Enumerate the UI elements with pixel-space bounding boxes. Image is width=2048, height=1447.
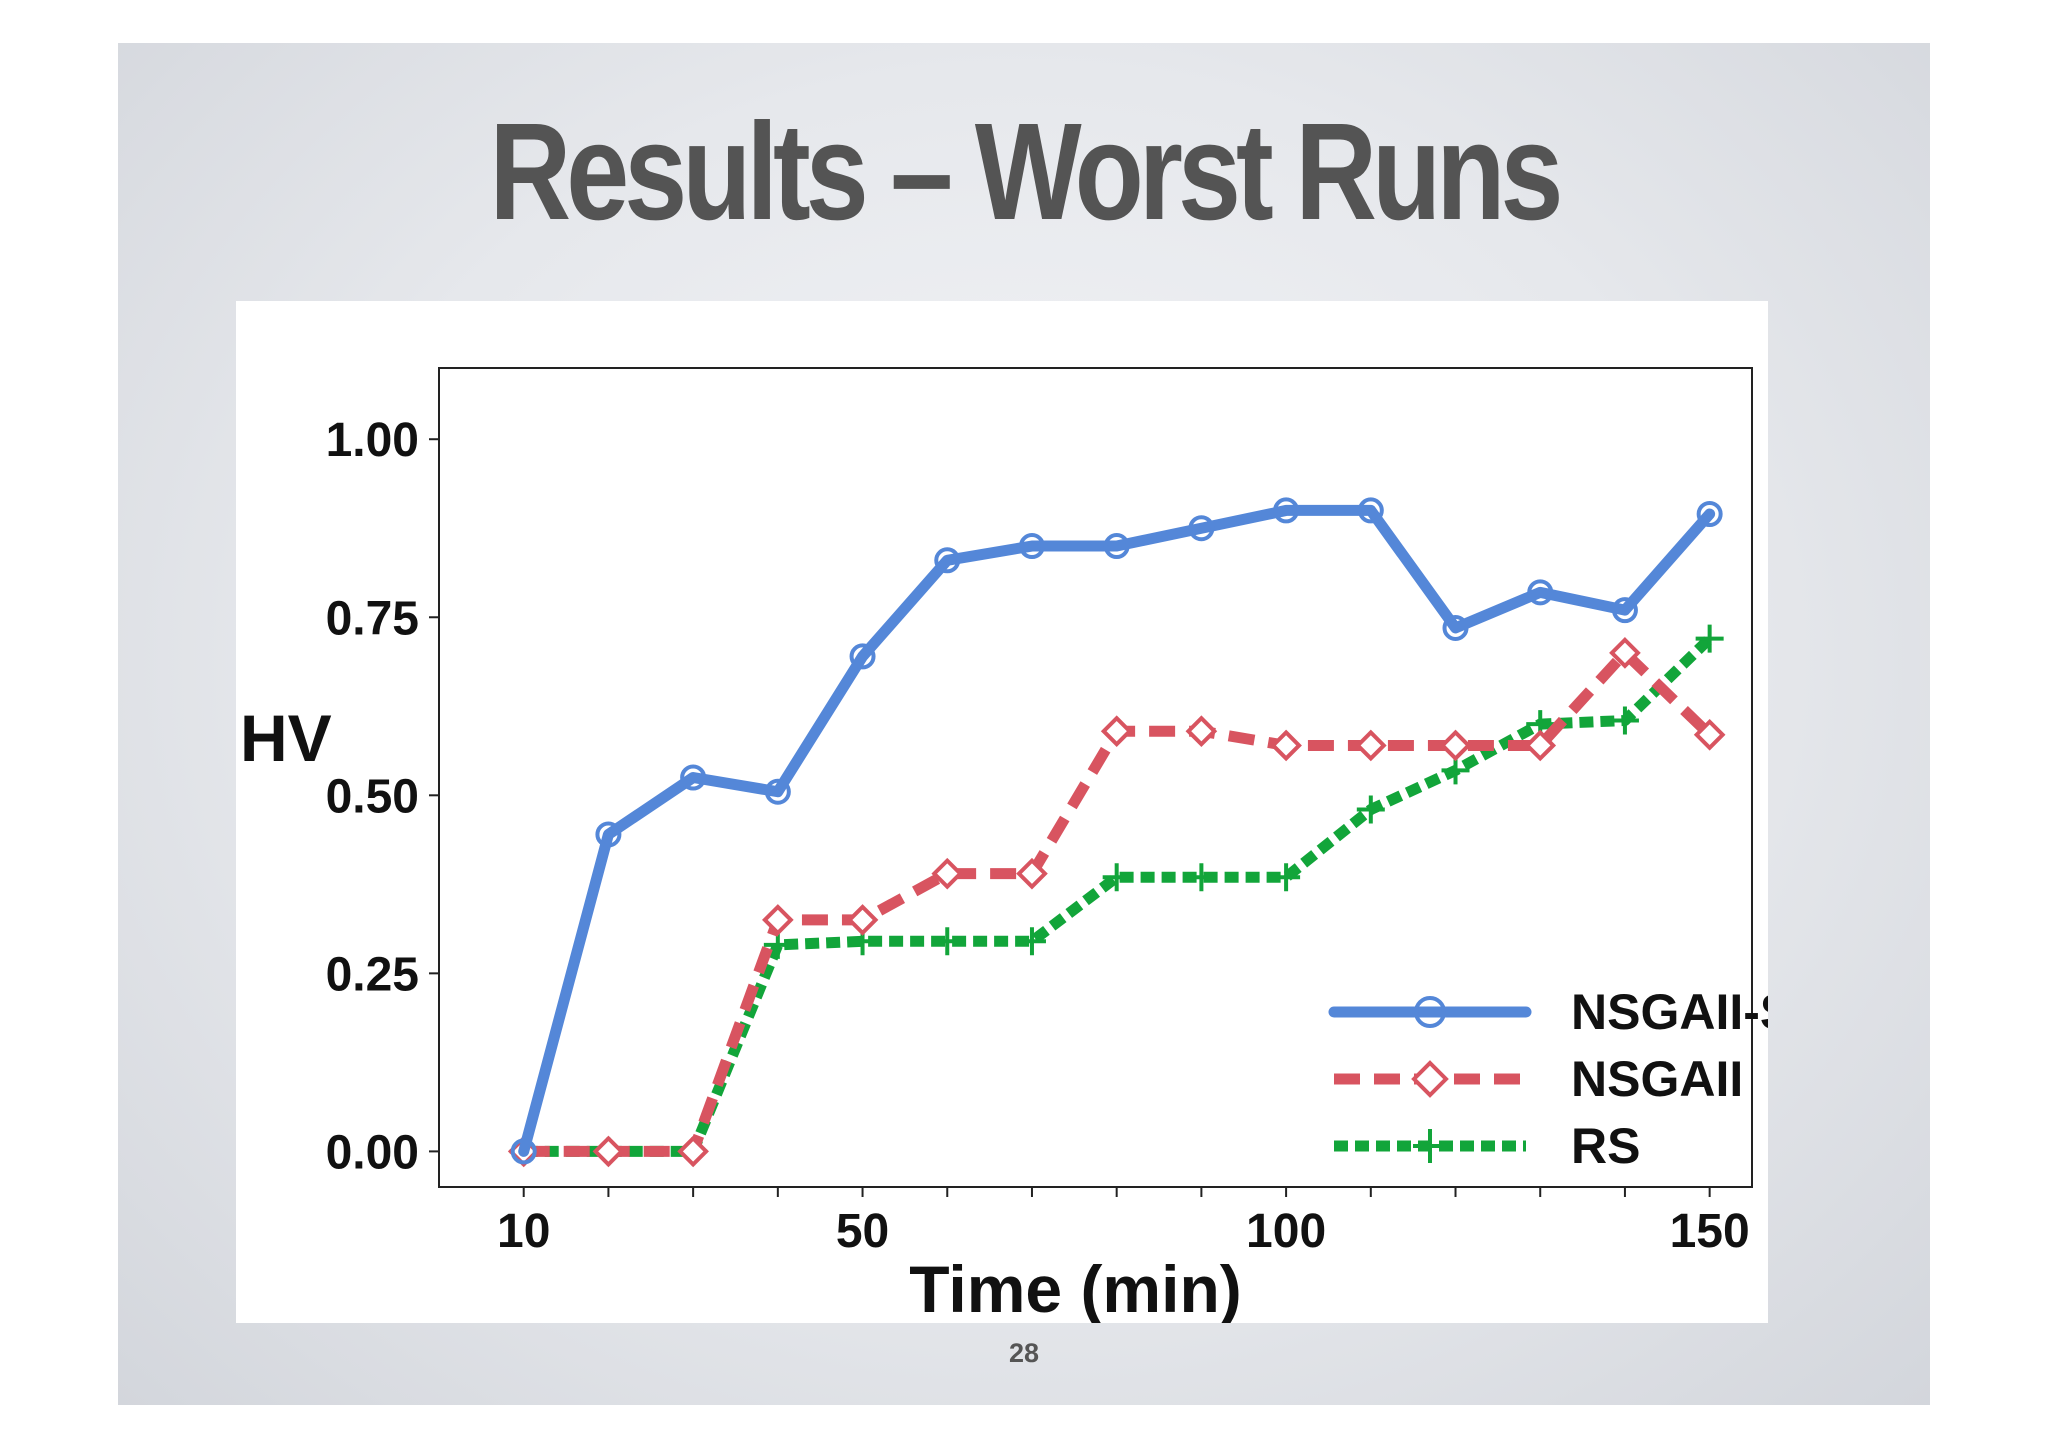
y-tick-label: 0.75 [326, 592, 419, 645]
x-tick-label: 50 [836, 1205, 889, 1258]
legend-item-nsgaii: NSGAII [1334, 1051, 1743, 1107]
slide-title: Results – Worst Runs [489, 95, 1563, 249]
data-point-nsgaii [846, 904, 879, 936]
data-point-nsgaii [1524, 729, 1557, 762]
data-point-nsgaii-sm [849, 643, 876, 670]
data-point-nsgaii [1439, 729, 1472, 762]
data-point-nsgaii-sm [1611, 597, 1638, 624]
legend-marker-nsgaii [1411, 1060, 1449, 1098]
legend-marker-rs [1413, 1129, 1447, 1163]
data-point-nsgaii [1016, 857, 1048, 890]
y-tick-label: 0.25 [326, 948, 419, 1001]
legend-label-nsgaii: NSGAII [1571, 1051, 1743, 1107]
data-point-nsgaii-sm [1188, 515, 1215, 542]
data-point-nsgaii-sm [680, 764, 707, 791]
data-point-rs [1695, 624, 1724, 653]
data-point-rs [1356, 795, 1385, 824]
data-point-nsgaii-sm [934, 547, 961, 574]
data-point-nsgaii-sm [1357, 497, 1384, 524]
data-point-nsgaii [1693, 718, 1726, 751]
x-tick-label: 150 [1670, 1205, 1750, 1258]
hv-line-chart: 10 50 100 150 0.00 0.25 0.50 0.75 1.00 Time (min)… [240, 367, 1768, 1323]
series-nsgaii-sm [510, 497, 1723, 1165]
data-point-rs [1102, 863, 1131, 892]
legend-marker-nsgaii-sm [1414, 996, 1446, 1028]
data-point-rs [1272, 863, 1301, 892]
data-point-rs [933, 927, 962, 956]
plot-frame [438, 367, 1753, 1188]
data-point-nsgaii-sm [510, 1138, 537, 1165]
chart-panel: 10 50 100 150 0.00 0.25 0.50 0.75 1.00 Time (min)… [236, 301, 1768, 1323]
data-point-nsgaii [1354, 729, 1387, 762]
data-point-nsgaii-sm [1018, 533, 1045, 560]
data-point-nsgaii [1270, 729, 1302, 762]
data-point-nsgaii-sm [764, 778, 791, 805]
data-point-nsgaii-sm [1527, 579, 1554, 606]
data-point-nsgaii [762, 904, 794, 936]
data-point-nsgaii-sm [595, 821, 622, 848]
data-point-rs [1017, 927, 1046, 956]
data-point-rs [1187, 863, 1216, 892]
x-tick-label: 100 [1246, 1205, 1326, 1258]
legend-item-rs: RS [1334, 1118, 1640, 1174]
data-point-nsgaii [677, 1135, 709, 1168]
data-point-nsgaii-sm [1103, 533, 1130, 560]
y-tick-label: 0.00 [326, 1126, 419, 1179]
legend-item-nsgaii-sm: NSGAII-SM [1328, 984, 1768, 1040]
data-point-nsgaii [931, 857, 964, 890]
page-number: 28 [1008, 1338, 1040, 1368]
y-tick-label: 1.00 [326, 414, 419, 467]
y-axis-label: HV [240, 701, 332, 775]
data-point-nsgaii [1185, 715, 1218, 748]
data-point-nsgaii [592, 1135, 625, 1168]
x-axis-label: Time (min) [909, 1252, 1241, 1323]
legend-label-rs: RS [1571, 1118, 1640, 1174]
data-point-nsgaii [1609, 637, 1641, 669]
legend-label-nsgaii-sm: NSGAII-SM [1571, 984, 1768, 1040]
x-tick-label: 10 [497, 1205, 550, 1258]
series-line-nsgaii-sm [518, 504, 1716, 1157]
data-point-nsgaii-sm [1273, 497, 1300, 524]
data-point-rs [1610, 706, 1639, 735]
data-point-nsgaii-sm [1442, 614, 1469, 641]
y-tick-label: 0.50 [326, 770, 419, 823]
slide: Results – Worst Runs 10 50 100 150 0.00 0.25 0… [118, 43, 1930, 1405]
data-point-nsgaii [1100, 715, 1133, 748]
data-point-nsgaii-sm [1696, 500, 1723, 527]
series-nsgaii [507, 637, 1726, 1168]
